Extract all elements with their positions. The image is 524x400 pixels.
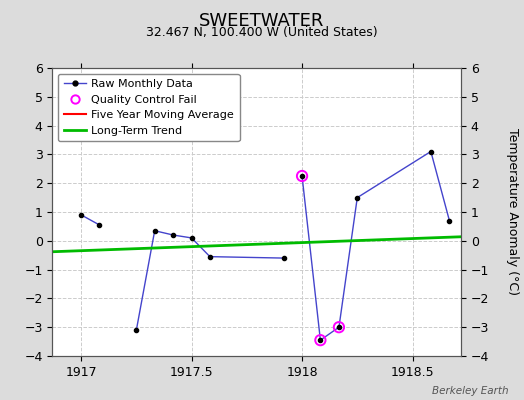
Point [316,337,324,343]
Legend: Raw Monthly Data, Quality Control Fail, Five Year Moving Average, Long-Term Tren: Raw Monthly Data, Quality Control Fail, … [58,74,239,141]
Text: 32.467 N, 100.400 W (United States): 32.467 N, 100.400 W (United States) [146,26,378,39]
Text: Berkeley Earth: Berkeley Earth [432,386,508,396]
Point [335,324,343,330]
Point [298,173,306,179]
Y-axis label: Temperature Anomaly (°C): Temperature Anomaly (°C) [506,128,519,296]
Text: SWEETWATER: SWEETWATER [199,12,325,30]
